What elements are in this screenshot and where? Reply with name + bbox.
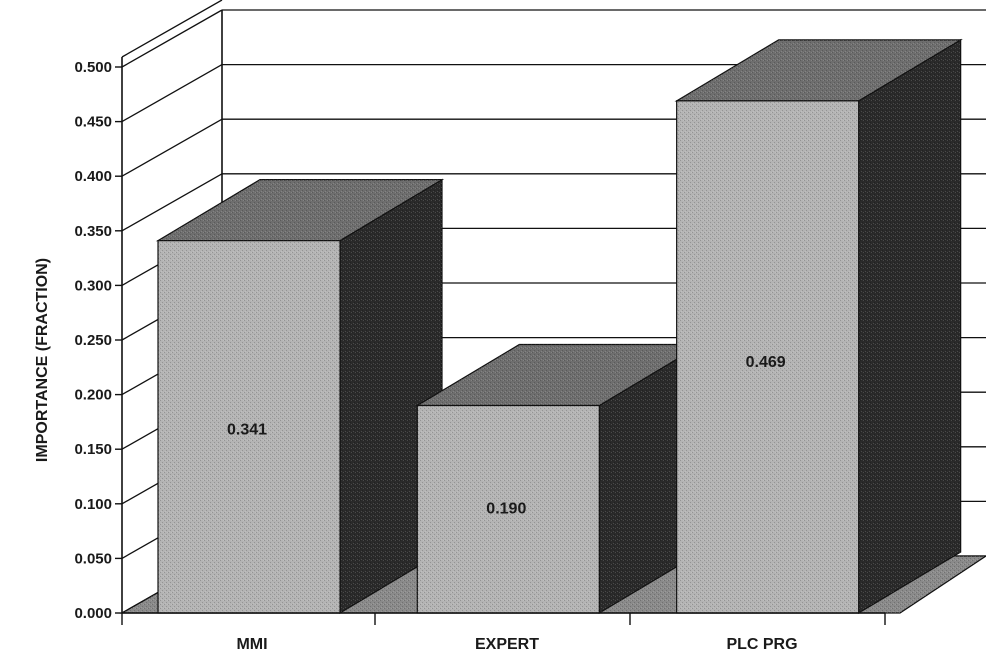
bar-expert: 0.190: [415, 343, 704, 615]
bar-mmi: 0.341: [155, 178, 445, 615]
y-tick-label: 0.000: [74, 605, 112, 622]
data-label: 0.341: [227, 421, 267, 438]
x-axis: MMI EXPERT PLC PRG: [121, 612, 886, 653]
bars: 0.341 0.190 0.469: [155, 38, 963, 615]
y-tick-label: 0.350: [74, 223, 112, 240]
wall-gridline: [121, 118, 223, 177]
y-tick-label: 0.400: [74, 168, 112, 185]
y-tick-label: 0.200: [74, 387, 112, 404]
y-axis-title: IMPORTANCE (FRACTION): [34, 258, 51, 462]
y-tick-label: 0.150: [74, 441, 112, 458]
bar-side-texture: [599, 344, 702, 613]
bar-side-texture: [858, 39, 961, 614]
y-tick-label: 0.500: [74, 59, 112, 76]
wall-gridline: [121, 173, 223, 232]
y-tick-label: 0.450: [74, 114, 112, 131]
y-tick-label: 0.100: [74, 496, 112, 513]
y-tick-label: 0.050: [74, 550, 112, 567]
wall-top-edge: [121, 0, 223, 58]
bar-top-texture: [676, 39, 961, 101]
y-tick-label: 0.300: [74, 277, 112, 294]
bar-top-texture: [158, 179, 442, 241]
bar-front-texture: [158, 240, 340, 614]
x-tick-label: MMI: [236, 636, 267, 653]
y-axis: 0.000 0.050 0.100 0.150 0.200 0.250 0.300 0.350…: [74, 57, 123, 622]
bar-plc-prg: 0.469: [674, 38, 963, 615]
x-tick-label: PLC PRG: [726, 636, 797, 653]
bar-front-texture: [676, 100, 859, 614]
y-tick-label: 0.250: [74, 332, 112, 349]
bar-top-texture: [417, 344, 702, 406]
data-label: 0.469: [746, 354, 786, 371]
x-tick-label: EXPERT: [475, 636, 539, 653]
data-label: 0.190: [486, 500, 526, 517]
bar-front-texture: [417, 405, 600, 613]
wall-gridline: [121, 64, 223, 123]
bar-side-texture: [340, 179, 442, 614]
wall-gridline: [121, 9, 223, 68]
